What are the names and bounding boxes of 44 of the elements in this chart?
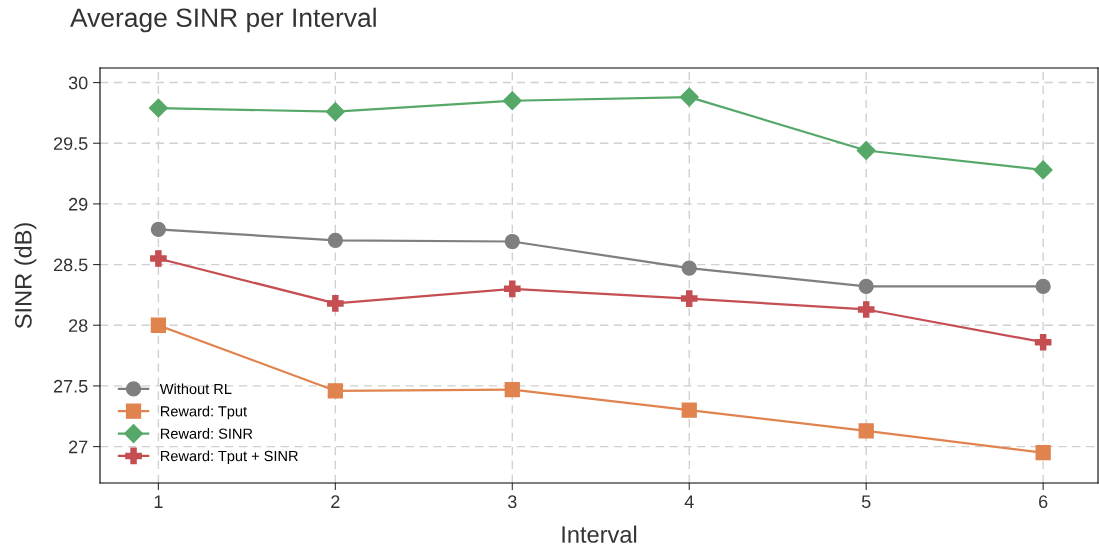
legend-label: Reward: Tput (160, 405, 247, 420)
point (327, 383, 343, 399)
point (857, 301, 875, 318)
y-tick-label: 28.5 (53, 258, 88, 272)
point (1035, 278, 1051, 295)
y-tick-label: 30 (68, 76, 88, 90)
point (504, 381, 520, 398)
point (858, 423, 874, 439)
chart-title: Average SINR per Interval (70, 7, 376, 33)
x-axis-title: Interval (562, 525, 637, 543)
y-tick-label: 29.5 (53, 137, 88, 150)
point (1033, 160, 1053, 180)
point (148, 98, 168, 118)
point (680, 290, 698, 307)
point (503, 280, 521, 298)
point (504, 233, 520, 250)
point (327, 295, 344, 312)
point (502, 91, 522, 111)
x-tick-label: 3 (507, 495, 517, 509)
point (1034, 333, 1052, 351)
x-tick-label: 4 (684, 495, 694, 508)
point (325, 102, 345, 122)
x-tick-label: 5 (861, 495, 871, 509)
point (681, 260, 697, 276)
point (679, 87, 699, 107)
x-tick-label: 1 (154, 495, 163, 508)
point (150, 317, 167, 333)
x-tick-label: 2 (331, 495, 340, 508)
y-tick-label: 27.5 (53, 379, 88, 393)
y-tick-label: 27 (69, 440, 88, 454)
legend-label: Reward: Tput + SINR (160, 450, 298, 465)
x-tick-label: 6 (1039, 495, 1048, 509)
point (327, 232, 343, 248)
y-axis-title: SINR (dB) (14, 223, 37, 329)
legend-label: Without RL (159, 383, 232, 395)
point (1035, 445, 1051, 461)
y-tick-label: 28 (69, 319, 88, 332)
point (150, 221, 167, 238)
point (150, 250, 167, 267)
point (856, 140, 876, 161)
point (858, 278, 874, 295)
y-tick-label: 29 (69, 197, 88, 211)
legend-label: Reward: SINR (160, 428, 253, 439)
point (681, 402, 697, 418)
